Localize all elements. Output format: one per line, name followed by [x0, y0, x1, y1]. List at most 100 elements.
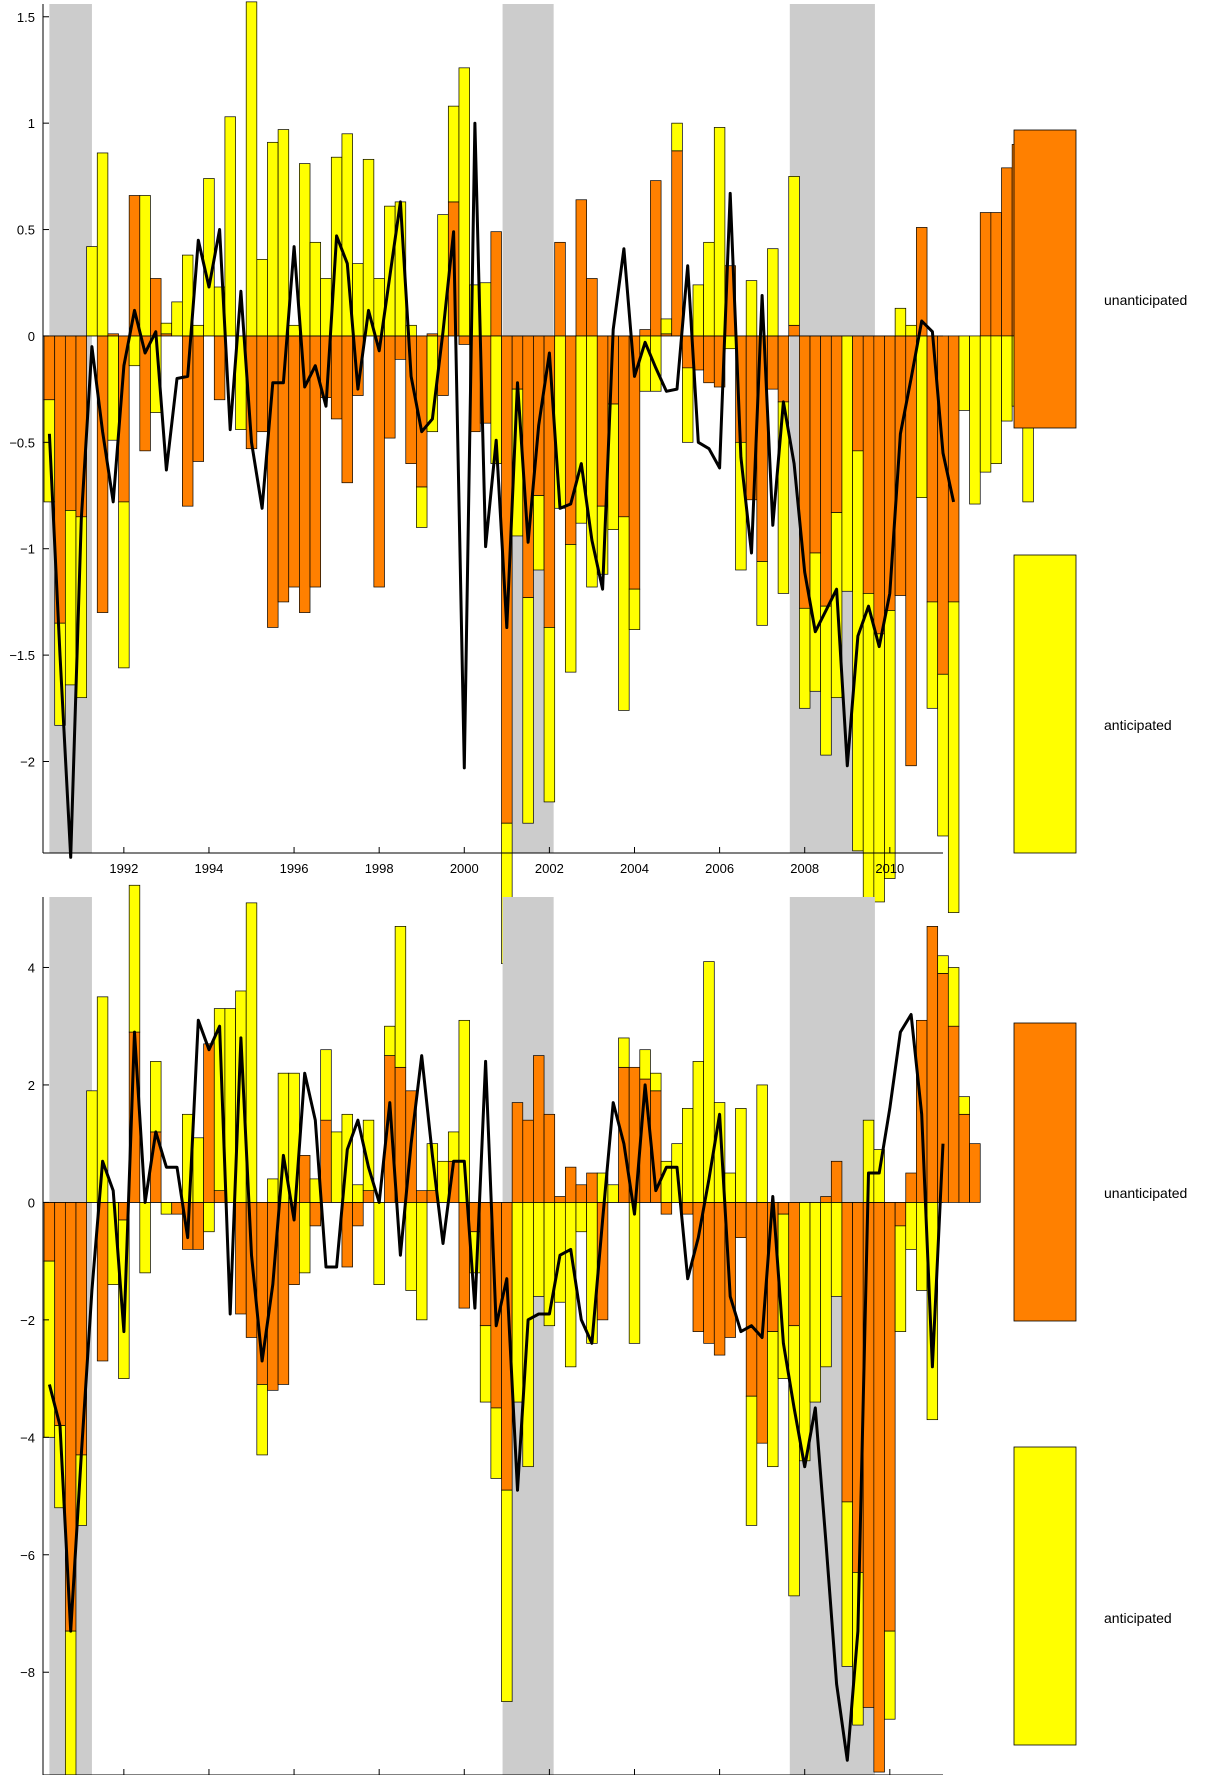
bar-unanticipated	[777, 1202, 790, 1215]
bar-anticipated	[713, 127, 726, 337]
bar-unanticipated	[564, 335, 577, 545]
legend-bottom: unanticipated anticipated	[1013, 1022, 1187, 1746]
bar-anticipated	[809, 1202, 822, 1403]
bar-unanticipated	[884, 335, 896, 611]
bar-anticipated	[735, 1108, 747, 1203]
legend-swatch-anticipated	[1013, 554, 1077, 854]
bar-unanticipated	[384, 335, 396, 439]
bar-unanticipated	[830, 1160, 843, 1203]
y-tick-label: −8	[20, 1665, 35, 1680]
bar-anticipated	[607, 1184, 619, 1203]
bar-unanticipated	[894, 335, 907, 596]
x-tick-label: 2000	[450, 861, 479, 876]
bar-anticipated	[256, 1384, 268, 1456]
x-tick-label: 1992	[109, 861, 138, 876]
bar-anticipated	[405, 1202, 417, 1291]
bar-anticipated	[682, 1108, 694, 1203]
legend-label-unanticipated: unanticipated	[1104, 292, 1187, 308]
bar-anticipated	[416, 486, 428, 528]
bar-anticipated	[416, 1202, 428, 1321]
bar-unanticipated	[96, 1202, 109, 1362]
bar-unanticipated	[703, 335, 715, 384]
bar-anticipated	[139, 195, 151, 337]
bar-anticipated	[575, 1202, 587, 1233]
bar-anticipated	[171, 301, 183, 337]
bar-unanticipated	[150, 278, 162, 337]
bar-anticipated	[554, 335, 566, 509]
bar-anticipated	[256, 258, 268, 337]
bar-anticipated	[479, 282, 492, 337]
x-tick-label: 1998	[365, 861, 394, 876]
bar-anticipated	[96, 152, 109, 337]
bar-anticipated	[64, 1630, 77, 1775]
legend-top: unanticipated anticipated	[1013, 129, 1187, 854]
bar-anticipated	[447, 105, 460, 203]
bar-unanticipated	[543, 1113, 556, 1203]
bar-anticipated	[533, 495, 545, 571]
legend-swatch-anticipated	[1013, 1446, 1077, 1746]
bar-unanticipated	[852, 335, 864, 452]
bar-anticipated	[650, 1072, 662, 1092]
x-tick-label: 1996	[280, 861, 309, 876]
bar-anticipated	[884, 610, 896, 879]
bar-anticipated	[203, 1202, 215, 1233]
bar-unanticipated	[788, 324, 800, 337]
bar-unanticipated	[735, 1202, 747, 1238]
bar-unanticipated	[309, 1202, 322, 1227]
bar-unanticipated	[533, 1055, 545, 1203]
bar-anticipated	[192, 324, 204, 337]
bar-unanticipated	[830, 335, 843, 513]
bar-unanticipated	[841, 1202, 853, 1503]
chart-bottom: 420−2−4−6−819921994199619982000200220042…	[20, 884, 981, 1775]
bar-unanticipated	[862, 335, 875, 594]
bar-unanticipated	[618, 335, 630, 518]
bar-unanticipated	[511, 1102, 524, 1203]
y-tick-label: 1	[28, 116, 35, 131]
legend-swatch-unanticipated	[1013, 129, 1077, 429]
bar-anticipated	[299, 163, 311, 337]
bar-unanticipated	[192, 335, 204, 462]
bar-anticipated	[330, 1131, 343, 1203]
bar-unanticipated	[947, 335, 960, 603]
bar-unanticipated	[320, 1119, 332, 1203]
bar-anticipated	[628, 588, 641, 630]
bar-unanticipated	[64, 335, 77, 511]
bar-unanticipated	[969, 1143, 981, 1203]
bar-anticipated	[128, 884, 141, 1033]
bar-anticipated	[107, 335, 119, 441]
bar-anticipated	[767, 1331, 779, 1468]
bar-unanticipated	[873, 335, 885, 635]
bar-anticipated	[820, 605, 832, 756]
bar-anticipated	[267, 1178, 279, 1203]
bar-anticipated	[128, 335, 141, 367]
bar-anticipated	[682, 367, 694, 443]
bar-anticipated	[947, 601, 960, 913]
bar-anticipated	[703, 241, 715, 337]
bar-unanticipated	[894, 1202, 907, 1227]
bar-anticipated	[479, 1325, 492, 1403]
bar-unanticipated	[979, 212, 992, 337]
bar-unanticipated	[554, 241, 566, 337]
bar-anticipated	[756, 1084, 768, 1203]
y-tick-label: 2	[28, 1078, 35, 1093]
bar-anticipated	[618, 1037, 630, 1068]
bar-anticipated	[799, 607, 811, 709]
y-tick-label: 1.5	[17, 10, 35, 25]
bar-anticipated	[86, 246, 98, 337]
x-tick-label: 2002	[535, 861, 564, 876]
bar-anticipated	[799, 1202, 811, 1462]
bar-anticipated	[937, 673, 949, 837]
bar-anticipated	[628, 1202, 641, 1344]
bar-anticipated	[373, 1202, 385, 1285]
bar-anticipated	[501, 1489, 513, 1702]
bar-anticipated	[352, 263, 364, 337]
bar-anticipated	[788, 176, 800, 326]
bar-anticipated	[756, 561, 768, 626]
x-tick-label: 1994	[194, 861, 223, 876]
bar-anticipated	[1001, 335, 1013, 422]
bar-unanticipated	[203, 1043, 215, 1203]
bar-unanticipated	[586, 278, 598, 337]
bar-anticipated	[767, 248, 779, 337]
bar-anticipated	[724, 335, 736, 350]
